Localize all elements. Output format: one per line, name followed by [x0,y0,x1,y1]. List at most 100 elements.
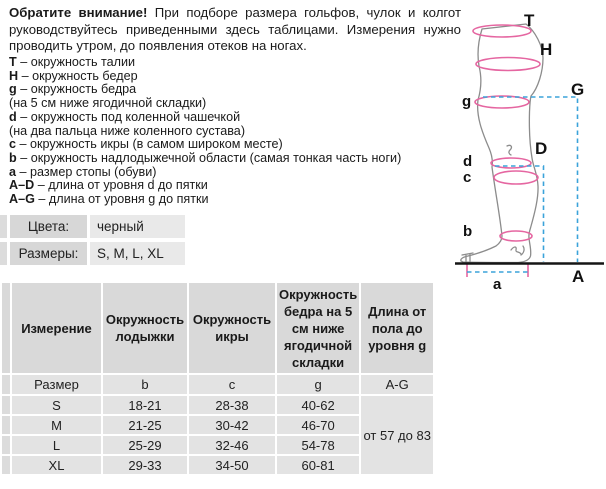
subheader-size: Размер [12,375,101,394]
label-A: A [572,267,584,286]
legend-item: A–G – длина от уровня g до пятки [9,192,401,207]
size-row-s: S 18-21 28-38 40-62 от 57 до 83 [2,396,434,474]
measure-desc: (на два пальца ниже коленного сустава) [9,123,246,138]
measurement-ellipse-c [493,170,539,185]
product-options: Цвета: черный Размеры: S, M, L, XL [0,215,185,269]
measure-key: A–G [9,192,35,207]
legend-item: (на два пальца ниже коленного сустава) [9,123,401,139]
cell-g: 46-70 [277,416,360,434]
ankle-detail [510,246,522,255]
toe-detail [461,252,474,263]
legend-item: a – размер стопы (обуви) [9,164,401,180]
cell-b: 29-33 [103,456,187,474]
row-stub-cell [2,456,10,474]
row-stub-cell [2,375,10,394]
label-T: T [524,11,535,30]
cell-c: 34-50 [189,456,275,474]
cell-c: 30-42 [189,416,275,434]
measure-key: a [9,164,17,179]
cell-size: L [12,436,101,454]
leg-measurement-diagram: T H G g D d c b A a [455,11,604,290]
measurement-ellipse-g [474,95,530,109]
column-header-calf: Окружность икры [189,283,275,373]
cell-size: XL [12,456,101,474]
measure-key: H [9,68,19,83]
legend-item: b – окружность надлодыжечной области (са… [9,150,402,166]
row-stub-cell [2,283,10,373]
legend-item: (на 5 см ниже ягодичной складки) [9,96,401,111]
colors-value: черный [90,215,185,238]
cell-c: 28-38 [189,396,275,414]
column-header-thigh: Окружность бедра на 5 см ниже ягодичной … [277,283,360,373]
header-row: Измерение Окружность лодыжки Окружность … [2,283,434,373]
measure-desc: – окружность икры (в самом широком месте… [19,137,283,152]
sizes-row: Размеры: S, M, L, XL [0,242,185,265]
legend-item: H – окружность бедер [9,68,401,84]
measure-key: d [9,109,17,124]
legend-item: d – окружность под коленной чашечкой [9,109,401,125]
colors-row: Цвета: черный [0,215,185,238]
measure-key: g [9,82,17,97]
measure-desc: – размер стопы (обуви) [19,164,157,179]
label-g: g [462,93,471,110]
cell-size: S [12,396,101,414]
measurement-ellipse-H [475,56,541,72]
cell-g: 40-62 [277,396,360,414]
subheader-ag: A-G [361,375,434,394]
cell-b: 25-29 [103,436,187,454]
cell-c: 32-46 [189,436,275,454]
notice-paragraph: Обратите внимание! При подборе размера г… [9,5,461,55]
label-a: a [493,276,502,290]
label-c: c [463,169,471,186]
notice-line: руководствуйтесь приведенными здесь табл… [9,21,461,37]
measure-desc: – окружность бедер [21,68,138,83]
cell-b: 18-21 [103,396,187,414]
measure-desc: – окружность надлодыжечной области (сама… [20,150,402,165]
legend-item: A–D – длина от уровня d до пятки [9,178,401,193]
column-header-ankle: Окружность лодыжки [103,283,187,373]
cell-b: 21-25 [103,416,187,434]
guide-line-g-G [483,96,579,262]
subheader-g: g [277,375,360,394]
label-G: G [571,80,584,99]
legend-item: T – окружность талии [9,55,401,70]
row-stub-cell [2,416,10,434]
label-b: b [463,223,472,240]
notice-line: проводить утром, до появления отеков на … [9,38,307,53]
row-stub-cell [0,215,7,238]
size-row-xl: XL 29-33 34-50 60-81 [2,456,433,474]
measure-desc: (на 5 см ниже ягодичной складки) [9,96,207,111]
subheader-b: b [103,375,187,394]
guide-line-d-D [495,165,545,262]
notice-line: Обратите внимание! При подборе размера г… [9,5,461,20]
measure-key: c [9,137,17,152]
measure-desc: – окружность бедра [20,82,137,97]
knee-crease [506,144,513,156]
measurement-legend: T – окружность талии H – окружность беде… [9,55,402,207]
measurement-ellipse-d [490,157,532,169]
measure-key: T [9,55,17,69]
notice-bold: Обратите внимание! [9,5,148,20]
measure-desc: – окружность под коленной чашечкой [20,109,241,124]
measure-desc: – длина от уровня d до пятки [37,178,208,193]
subheader-c: c [189,375,275,394]
legend-item: g – окружность бедра [9,83,401,97]
column-header-length: Длина от пола до уровня g [361,283,434,373]
sizes-value: S, M, L, XL [90,242,185,265]
measure-desc: – длина от уровня g до пятки [38,192,209,207]
measure-desc: – окружность талии [20,55,136,69]
measure-key: A–D [9,178,35,193]
measurement-ellipse-T [472,24,532,38]
subheader-row: Размер b c g A-G [2,375,434,394]
colors-label: Цвета: [10,215,87,238]
cell-g: 54-78 [277,436,360,454]
size-row-m: M 21-25 30-42 46-70 [2,416,433,434]
row-stub-cell [0,242,7,265]
row-stub-cell [2,396,10,414]
measurement-ellipse-b [499,230,533,242]
cell-size: M [12,416,101,434]
row-stub-cell [2,436,10,454]
measure-key: b [9,150,17,165]
cell-g: 60-81 [277,456,360,474]
